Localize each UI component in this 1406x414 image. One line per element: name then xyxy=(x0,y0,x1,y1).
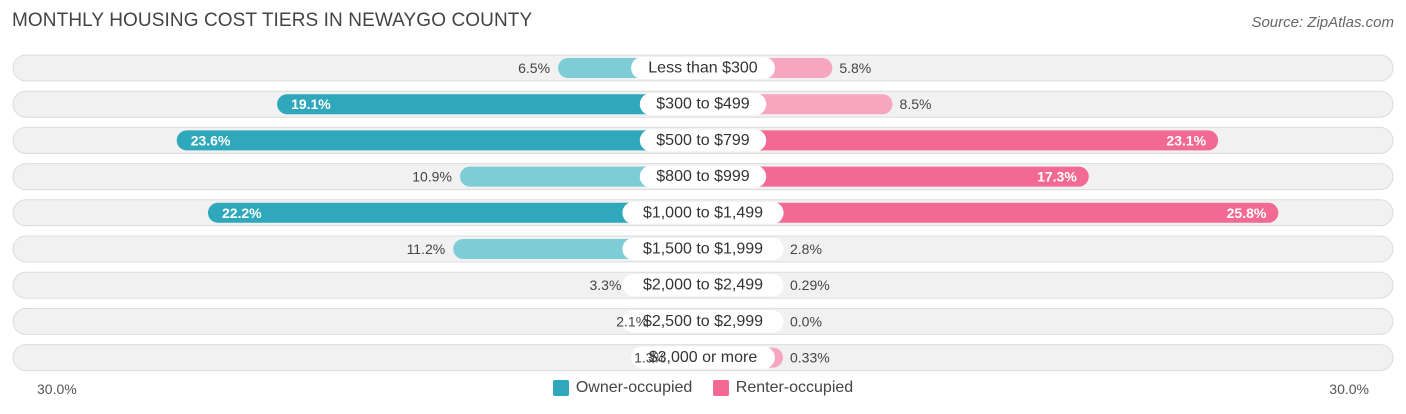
category-label-less-than-300: Less than $300 xyxy=(648,60,758,77)
category-pill-1-000-to-1-499 xyxy=(622,201,784,224)
value-label-owner-500-to-799: 23.6% xyxy=(191,132,231,148)
bar-renter-500-to-799 xyxy=(703,130,1219,151)
bar-owner-300-to-499 xyxy=(277,94,703,115)
value-label-renter-2-500-to-2-999: 0.0% xyxy=(790,313,822,329)
legend-label-renter: Renter-occupied xyxy=(735,379,854,396)
value-label-owner-300-to-499: 19.1% xyxy=(291,96,331,112)
value-label-owner-less-than-300: 6.5% xyxy=(518,60,550,76)
category-label-1-000-to-1-499: $1,000 to $1,499 xyxy=(643,204,763,221)
category-pill-2-500-to-2-999 xyxy=(622,310,784,333)
category-pill-2-000-to-2-499 xyxy=(622,274,784,297)
category-label-3-000-or-more: $3,000 or more xyxy=(649,349,758,366)
category-pill-800-to-999 xyxy=(639,165,767,188)
value-label-renter-500-to-799: 23.1% xyxy=(1166,132,1206,148)
axis-label-right: 30.0% xyxy=(1329,381,1369,397)
value-label-renter-1-000-to-1-499: 25.8% xyxy=(1227,205,1267,221)
value-label-renter-2-000-to-2-499: 0.29% xyxy=(790,277,830,293)
value-label-renter-300-to-499: 8.5% xyxy=(900,96,932,112)
chart-legend: Owner-occupied Renter-occupied xyxy=(0,379,1406,401)
category-pill-1-500-to-1-999 xyxy=(622,238,784,260)
chart-title: MONTHLY HOUSING COST TIERS IN NEWAYGO CO… xyxy=(12,10,533,31)
legend-label-owner: Owner-occupied xyxy=(575,379,693,396)
category-label-800-to-999: $800 to $999 xyxy=(656,168,750,185)
value-label-owner-2-500-to-2-999: 2.1% xyxy=(616,313,648,329)
value-label-renter-1-500-to-1-999: 2.8% xyxy=(790,241,822,257)
bar-renter-800-to-999 xyxy=(703,166,1089,187)
category-pill-500-to-799 xyxy=(639,129,767,152)
value-label-owner-800-to-999: 10.9% xyxy=(412,169,452,185)
legend-renter-occupied[interactable]: Renter-occupied xyxy=(712,379,854,397)
legend-swatch-owner xyxy=(552,380,569,396)
category-pill-3-000-or-more xyxy=(631,346,775,369)
legend-owner-occupied[interactable]: Owner-occupied xyxy=(552,379,693,397)
category-label-500-to-799: $500 to $799 xyxy=(656,132,750,149)
category-pill-less-than-300 xyxy=(631,57,775,79)
value-label-owner-3-000-or-more: 1.3% xyxy=(634,350,666,366)
legend-swatch-renter xyxy=(712,380,729,396)
chart-source: Source: ZipAtlas.com xyxy=(1251,14,1394,31)
value-label-renter-800-to-999: 17.3% xyxy=(1037,169,1077,185)
category-pill-300-to-499 xyxy=(639,93,767,116)
value-label-renter-3-000-or-more: 0.33% xyxy=(790,350,830,366)
value-label-owner-1-500-to-1-999: 11.2% xyxy=(407,241,446,257)
bar-owner-500-to-799 xyxy=(176,130,704,151)
category-label-2-000-to-2-499: $2,000 to $2,499 xyxy=(643,277,763,294)
value-label-owner-1-000-to-1-499: 22.2% xyxy=(222,205,262,221)
axis-label-left: 30.0% xyxy=(37,381,77,397)
category-label-1-500-to-1-999: $1,500 to $1,999 xyxy=(643,241,763,258)
bar-owner-1-000-to-1-499 xyxy=(207,202,703,223)
category-label-2-500-to-2-999: $2,500 to $2,999 xyxy=(643,313,763,330)
bar-renter-1-000-to-1-499 xyxy=(703,202,1279,223)
category-label-300-to-499: $300 to $499 xyxy=(656,96,750,113)
value-label-renter-less-than-300: 5.8% xyxy=(839,60,871,76)
value-label-owner-2-000-to-2-499: 3.3% xyxy=(589,277,621,293)
